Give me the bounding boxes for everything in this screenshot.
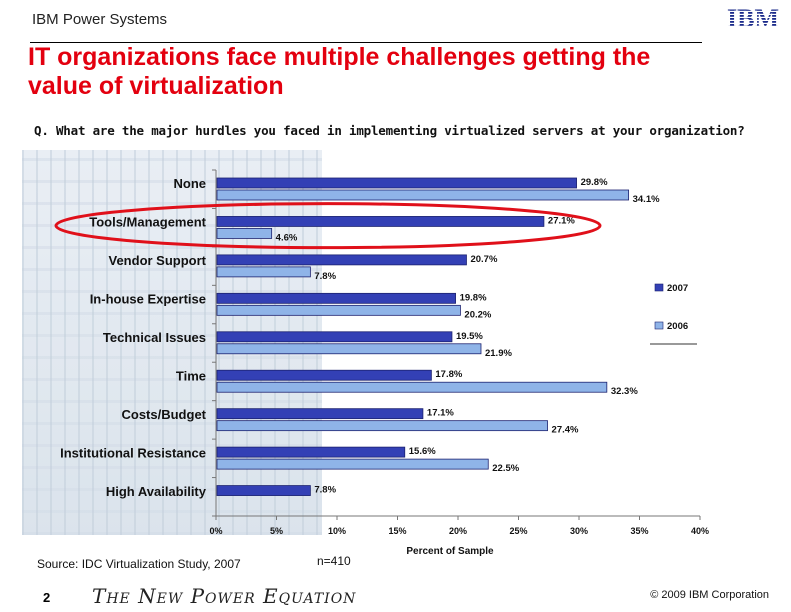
category-label: High Availability xyxy=(106,484,207,499)
data-label: 19.5% xyxy=(456,331,483,342)
data-label: 32.3% xyxy=(611,386,638,397)
bar-2007 xyxy=(216,408,424,420)
category-label: Institutional Resistance xyxy=(60,445,206,460)
x-tick-label: 15% xyxy=(388,526,406,536)
bar-2007 xyxy=(216,485,311,496)
background-pattern xyxy=(22,150,322,535)
bar-2007 xyxy=(216,216,545,227)
bar-2006 xyxy=(216,343,482,355)
data-label: 27.4% xyxy=(552,425,579,436)
bar-2006 xyxy=(216,189,630,201)
tagline: The New Power Equation xyxy=(92,584,357,608)
data-label: 34.1% xyxy=(633,194,660,205)
x-tick-label: 25% xyxy=(509,526,527,536)
ibm-logo-icon: IBM xyxy=(727,6,779,30)
x-tick-label: 30% xyxy=(570,526,588,536)
legend-swatch-2007 xyxy=(654,283,664,292)
legend-label-2006: 2006 xyxy=(667,321,688,332)
category-label: In-house Expertise xyxy=(90,292,206,307)
header-rule xyxy=(30,42,702,43)
data-label: 4.6% xyxy=(276,232,298,243)
data-label: 17.1% xyxy=(427,408,454,419)
legend-label-2007: 2007 xyxy=(667,283,688,294)
data-label: 29.8% xyxy=(581,177,608,188)
bar-2006 xyxy=(216,458,489,470)
data-label: 17.8% xyxy=(435,369,462,380)
data-label: 19.8% xyxy=(460,292,487,303)
data-label: 20.2% xyxy=(464,309,491,320)
highlight-ellipse xyxy=(54,202,602,250)
svg-text:IBM: IBM xyxy=(727,6,779,30)
category-label: Time xyxy=(176,368,206,383)
category-label: None xyxy=(174,176,207,191)
bar-2007 xyxy=(216,292,456,304)
x-tick-label: 40% xyxy=(691,526,709,536)
data-label: 27.1% xyxy=(548,215,575,226)
data-label: 22.5% xyxy=(492,463,519,474)
title-line-2: value of virtualization xyxy=(28,72,284,100)
data-label: 7.8% xyxy=(314,271,336,282)
data-label: 15.6% xyxy=(409,446,436,457)
source-note: Source: IDC Virtualization Study, 2007 xyxy=(37,557,241,571)
bar-2007 xyxy=(216,177,577,189)
page-number: 2 xyxy=(43,590,51,605)
x-tick-label: 5% xyxy=(270,526,283,536)
bar-2007 xyxy=(216,331,453,343)
x-tick-label: 20% xyxy=(449,526,467,536)
x-axis-label: Percent of Sample xyxy=(406,546,494,557)
data-label: 20.7% xyxy=(470,254,497,265)
survey-question: Q. What are the major hurdles you faced … xyxy=(34,123,745,138)
bar-2007 xyxy=(216,254,467,266)
copyright: © 2009 IBM Corporation xyxy=(650,589,769,601)
x-tick-label: 10% xyxy=(328,526,346,536)
category-label: Tools/Management xyxy=(89,215,206,230)
sample-size: n=410 xyxy=(317,554,351,568)
category-label: Technical Issues xyxy=(103,330,206,345)
title-line-1: IT organizations face multiple challenge… xyxy=(28,43,651,71)
bar-2007 xyxy=(216,446,406,458)
x-tick-label: 35% xyxy=(630,526,648,536)
data-label: 21.9% xyxy=(485,348,512,359)
bar-2006 xyxy=(216,420,548,432)
category-label: Vendor Support xyxy=(109,253,207,268)
slide-title: IT organizations face multiple challenge… xyxy=(28,43,748,101)
bar-2007 xyxy=(216,369,432,381)
legend-swatch-2006 xyxy=(654,321,664,330)
bar-2006 xyxy=(216,381,608,393)
header-brand: IBM Power Systems xyxy=(32,11,168,28)
bar-2006 xyxy=(216,228,273,239)
category-label: Costs/Budget xyxy=(122,407,207,422)
data-label: 7.8% xyxy=(314,485,336,496)
x-tick-label: 0% xyxy=(209,526,222,536)
bar-2006 xyxy=(216,266,311,278)
bar-2006 xyxy=(216,304,461,316)
